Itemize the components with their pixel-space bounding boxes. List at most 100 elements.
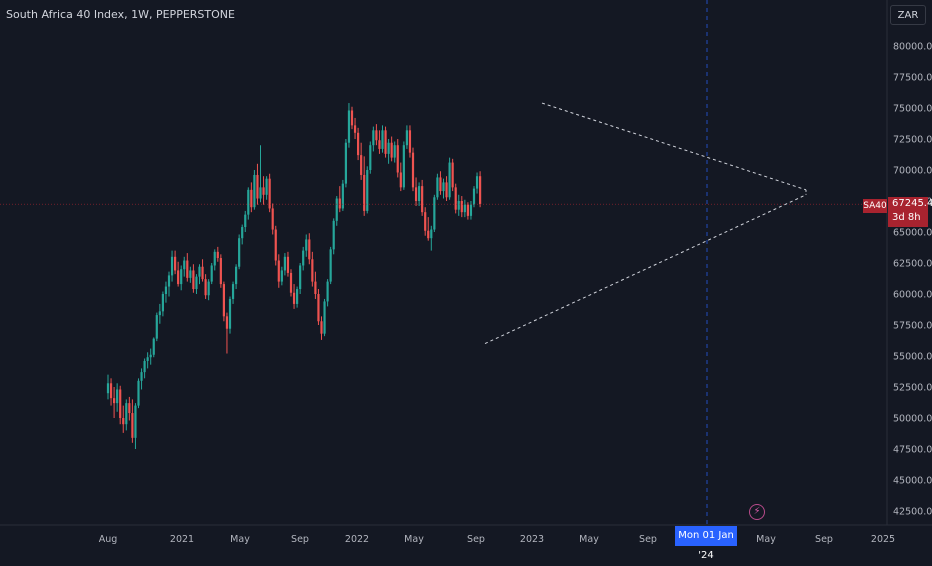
price-chart[interactable]: 80000.00 77500.00 75000.00 72500.00 70000.00…	[0, 0, 932, 550]
candle-body	[472, 188, 476, 205]
candle	[262, 176, 265, 205]
candle	[360, 142, 363, 180]
candle	[183, 256, 186, 277]
candle	[271, 203, 274, 235]
candle	[427, 217, 430, 241]
candle-body	[332, 220, 335, 250]
candle	[311, 251, 314, 287]
candle	[424, 207, 427, 236]
candle-body	[125, 403, 128, 425]
candle	[466, 202, 469, 220]
candle-body	[262, 187, 265, 195]
candle	[177, 261, 180, 287]
candle	[320, 316, 323, 340]
candle	[109, 378, 113, 406]
candle-body	[146, 357, 149, 361]
candle	[430, 225, 433, 251]
time-tick-label: May	[756, 534, 776, 545]
time-tick-label: May	[230, 534, 250, 545]
candle	[439, 171, 442, 195]
price-tick-label: 52500.00	[893, 383, 932, 394]
candle-body	[393, 145, 396, 158]
candle	[277, 254, 280, 288]
candle	[317, 289, 320, 325]
candle	[283, 253, 286, 276]
currency-selector[interactable]: ZAR	[890, 5, 926, 25]
price-tick-label: 62500.00	[893, 259, 932, 270]
candle	[116, 383, 119, 412]
candle-body	[235, 266, 238, 285]
candle	[445, 176, 448, 201]
candle-body	[366, 170, 369, 211]
candle-body	[280, 270, 283, 282]
candle	[451, 158, 454, 192]
candle-body	[265, 178, 268, 195]
last-price-badge: 67245.40 3d 8h	[888, 197, 932, 227]
candle	[335, 196, 338, 226]
candle-body	[271, 208, 274, 230]
candle-body	[292, 292, 296, 304]
candle	[308, 233, 311, 265]
lightning-icon[interactable]: ⚡	[749, 504, 765, 520]
candle	[247, 187, 250, 220]
candle	[134, 403, 137, 449]
candle	[146, 352, 149, 369]
candle	[149, 348, 152, 365]
candle	[305, 234, 308, 257]
candle	[189, 266, 192, 283]
last-price-value: 67245.40	[892, 198, 932, 209]
crosshair-date-label: Mon 01 Jan '24	[675, 526, 737, 561]
price-tick-label: 47500.00	[893, 445, 932, 456]
candle	[375, 124, 378, 146]
candle	[372, 126, 375, 152]
candle	[454, 183, 457, 214]
candle-body	[137, 380, 140, 406]
candles-layer	[106, 103, 482, 449]
candle-body	[353, 125, 357, 133]
candle-body	[460, 201, 463, 213]
candle	[238, 234, 241, 270]
candle-body	[198, 266, 201, 277]
candle-body	[177, 270, 180, 285]
candle	[265, 176, 268, 200]
candle-body	[128, 403, 131, 414]
candle	[402, 141, 405, 190]
candle-body	[161, 294, 164, 312]
candle	[433, 194, 436, 232]
candle-body	[357, 132, 360, 156]
price-tick-label: 50000.00	[893, 414, 932, 425]
candle	[253, 170, 256, 210]
candle	[204, 274, 207, 299]
candle-body	[140, 372, 143, 381]
candle-body	[277, 260, 280, 282]
candle	[231, 281, 235, 304]
candle	[347, 103, 351, 148]
candle-body	[210, 265, 213, 282]
time-tick-label: Sep	[639, 534, 657, 545]
candle-body	[201, 266, 204, 280]
candle-body	[381, 130, 384, 149]
candle	[225, 312, 229, 354]
candle-body	[189, 270, 192, 278]
candle-body	[225, 316, 229, 329]
time-tick-label: 2021	[170, 534, 194, 545]
candle	[338, 186, 341, 213]
time-tick-label: 2023	[520, 534, 544, 545]
candle	[192, 264, 195, 293]
candle-body	[143, 360, 146, 373]
candle-body	[305, 239, 308, 251]
chart-title: South Africa 40 Index, 1W, PEPPERSTONE	[6, 8, 235, 21]
candle-body	[323, 301, 326, 334]
triangle-upper-line	[541, 102, 807, 191]
candle-body	[329, 249, 332, 282]
candle	[235, 264, 238, 290]
candle-body	[457, 201, 460, 210]
candle	[250, 182, 253, 213]
candle-body	[375, 130, 378, 141]
candle	[222, 281, 225, 322]
candle-body	[289, 272, 293, 293]
candle-body	[228, 298, 232, 329]
candle-body	[219, 258, 222, 285]
candle	[353, 117, 357, 139]
candle	[241, 224, 244, 245]
